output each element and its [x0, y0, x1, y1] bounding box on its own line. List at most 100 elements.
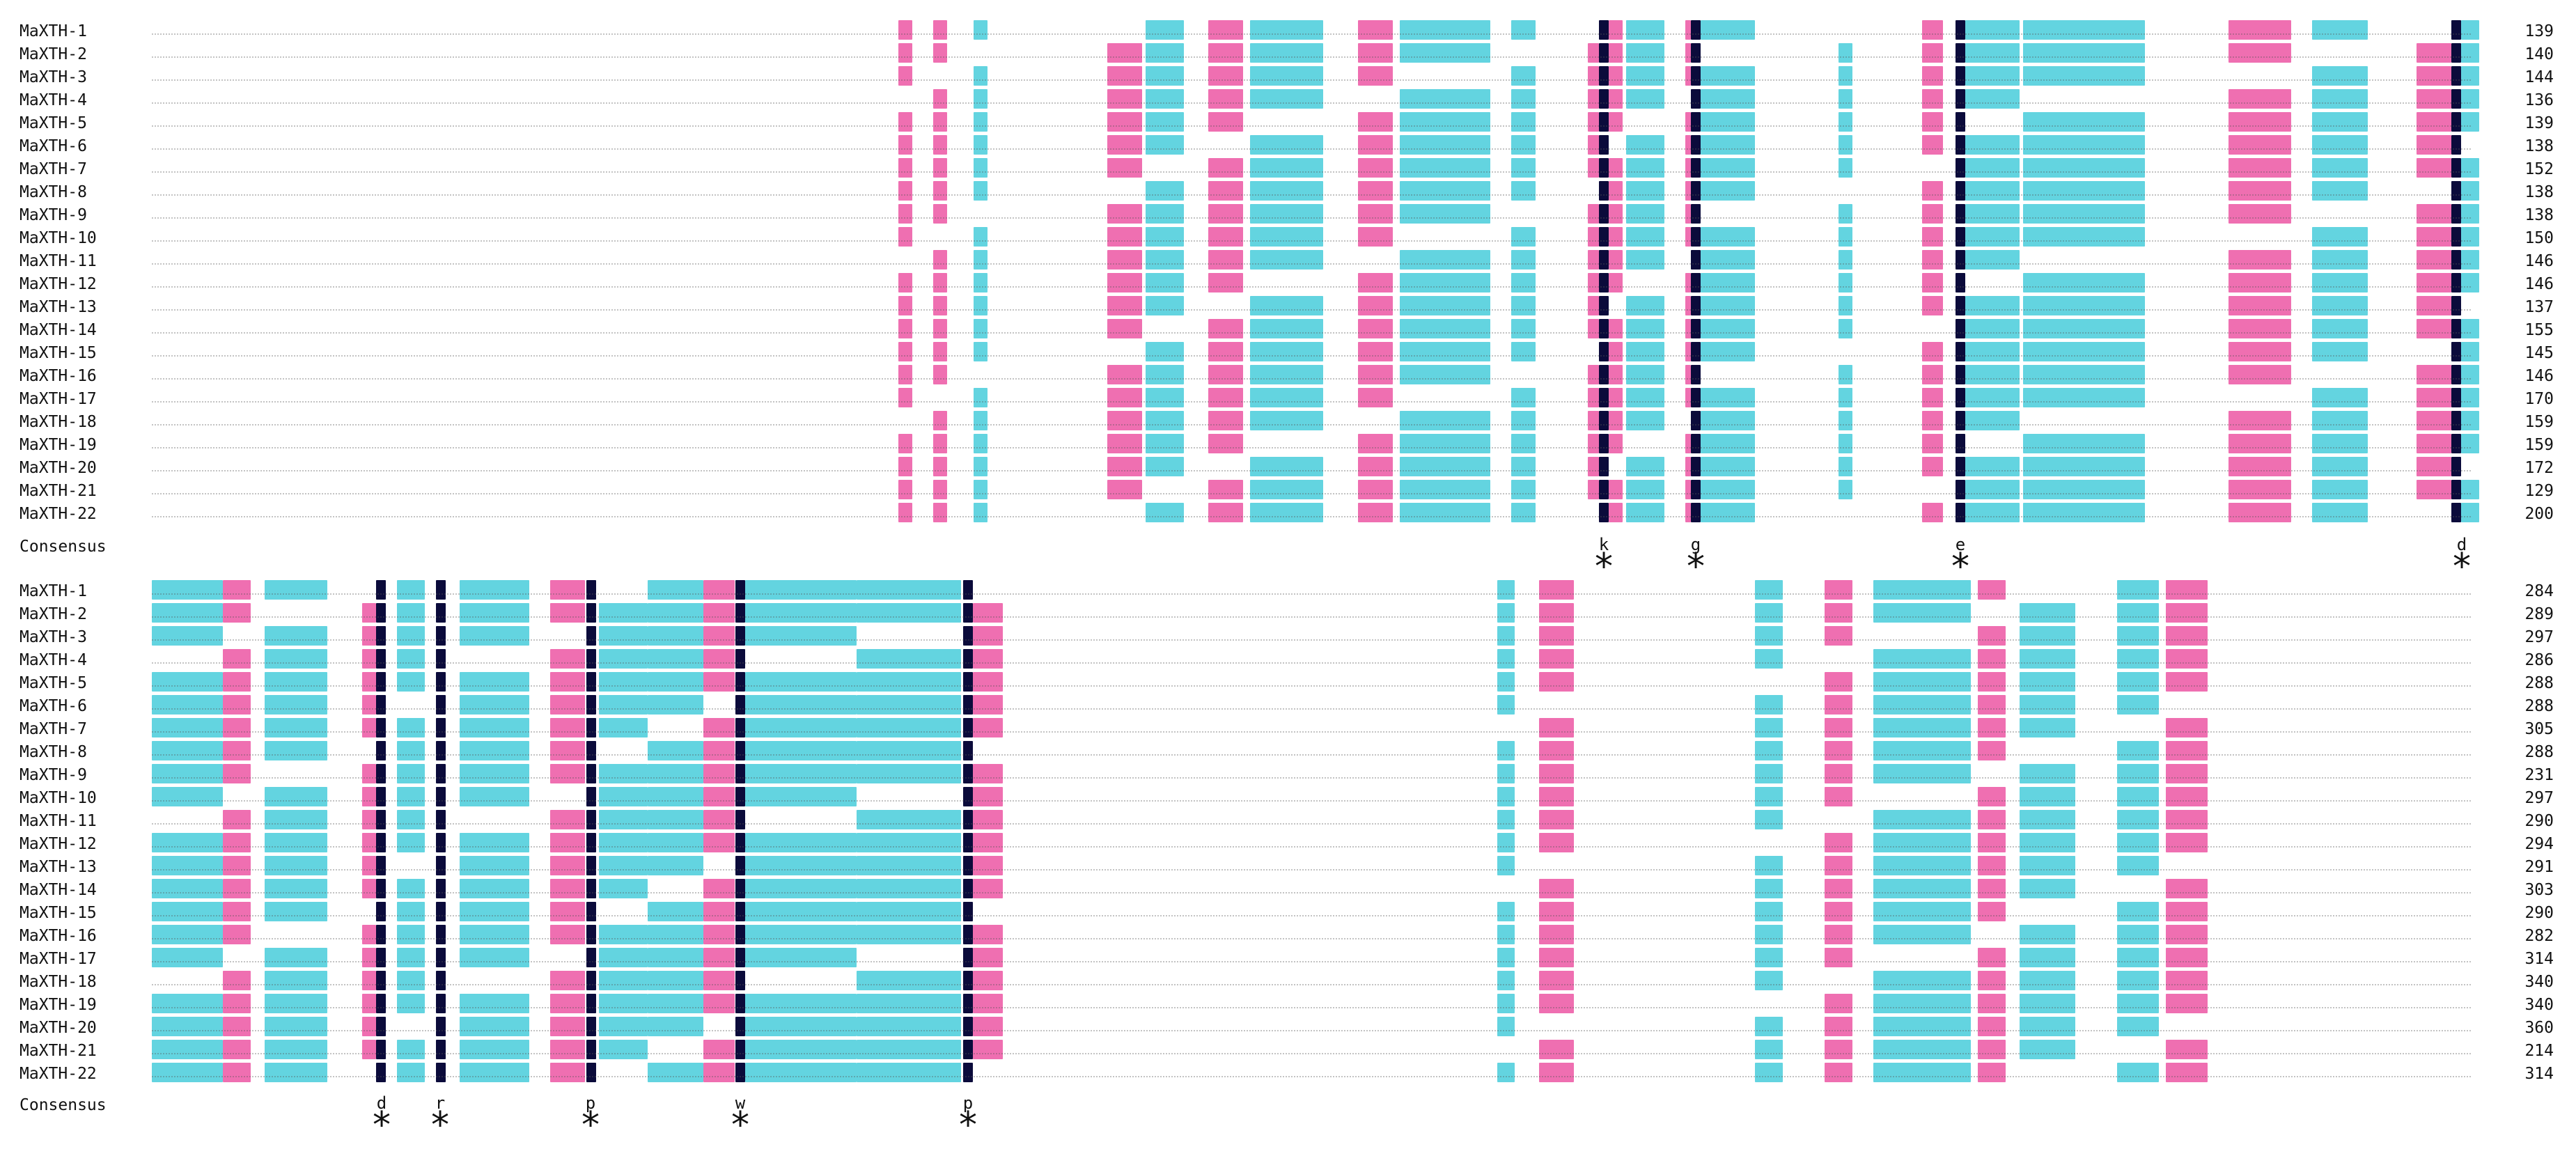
conservation-shade [152, 994, 223, 1013]
sequence-name: MaXTH-4 [19, 91, 87, 109]
conservation-shade [1755, 741, 1783, 760]
sequence-row: MaXTH-1 139 [0, 19, 2576, 40]
sequence-track [152, 1076, 2471, 1077]
conservation-shade [857, 856, 961, 875]
sequence-row: MaXTH-6 138 [0, 134, 2576, 155]
consensus-mark: p * [957, 1093, 979, 1146]
conservation-shade [1588, 296, 1599, 315]
conservation-shade [933, 342, 947, 361]
conservation-shade [703, 810, 735, 829]
conservation-shade [648, 902, 703, 921]
conservation-shade [1358, 434, 1393, 453]
conservation-shade [1922, 135, 1943, 155]
conservation-shade [2020, 695, 2075, 715]
conservation-shade [1685, 112, 1691, 132]
conservation-shade [376, 856, 386, 875]
conservation-shade [2228, 411, 2291, 430]
conservation-shade [1755, 787, 1783, 806]
conservation-shade [1691, 43, 1701, 63]
conservation-shade [1839, 434, 1852, 453]
conservation-shade [265, 902, 327, 921]
conservation-shade [2461, 319, 2479, 338]
conservation-shade [1956, 204, 1965, 224]
conservation-shade [1978, 672, 2006, 692]
conservation-shade [599, 856, 648, 875]
conservation-shade [1685, 158, 1691, 178]
conservation-shade [2417, 43, 2451, 63]
conservation-shade [973, 695, 1003, 715]
conservation-shade [1922, 227, 1943, 247]
residue-count: 340 [2524, 973, 2554, 991]
conservation-shade [2117, 672, 2159, 692]
conservation-shade [2117, 695, 2159, 715]
conservation-shade [2312, 296, 2368, 315]
conservation-shade [550, 718, 585, 737]
conservation-shade [1839, 204, 1852, 224]
conservation-shade [2451, 273, 2461, 292]
conservation-shade [265, 718, 327, 737]
conservation-shade [1922, 43, 1943, 63]
conservation-shade [1400, 135, 1490, 155]
conservation-shade [898, 181, 912, 201]
conservation-shade [1691, 112, 1701, 132]
conservation-shade [376, 764, 386, 783]
conservation-shade [898, 296, 912, 315]
conservation-shade [898, 480, 912, 499]
conservation-shade [2461, 204, 2479, 224]
conservation-shade [2461, 112, 2479, 132]
conservation-shade [703, 741, 735, 760]
conservation-shade [1146, 273, 1184, 292]
conservation-shade [436, 649, 446, 669]
sequence-row: MaXTH-21 214 [0, 1039, 2576, 1060]
conservation-shade [1146, 135, 1184, 155]
conservation-shade [1497, 948, 1515, 967]
conservation-shade [1978, 856, 2006, 875]
conservation-shade [362, 787, 376, 806]
conservation-shade [376, 626, 386, 646]
conservation-shade [1539, 1063, 1574, 1082]
sequence-track [152, 754, 2471, 756]
conservation-shade [436, 879, 446, 898]
conservation-shade [1358, 20, 1393, 40]
conservation-shade [1978, 902, 2006, 921]
conservation-shade [1691, 273, 1701, 292]
conservation-shade [436, 902, 446, 921]
conservation-shade [376, 925, 386, 944]
conservation-shade [1956, 227, 1965, 247]
conservation-shade [1965, 388, 2020, 407]
residue-count: 145 [2524, 344, 2554, 362]
conservation-shade [2451, 365, 2461, 384]
conservation-shade [974, 227, 988, 247]
sequence-row: MaXTH-17 170 [0, 387, 2576, 408]
conservation-shade [265, 741, 327, 760]
conservation-shade [1825, 787, 1852, 806]
conservation-shade [362, 994, 376, 1013]
conservation-shade [265, 856, 327, 875]
conservation-shade [1626, 227, 1664, 247]
conservation-shade [974, 89, 988, 109]
conservation-shade [1825, 1017, 1852, 1036]
conservation-shade [2023, 43, 2145, 63]
conservation-shade [2117, 810, 2159, 829]
conservation-shade [436, 672, 446, 692]
conservation-shade [362, 626, 376, 646]
conservation-shade [1755, 695, 1783, 715]
conservation-shade [376, 718, 386, 737]
sequence-row: MaXTH-4 136 [0, 88, 2576, 109]
conservation-shade [1250, 204, 1323, 224]
conservation-shade [933, 181, 947, 201]
sequence-track [152, 378, 2471, 380]
conservation-shade [1208, 503, 1243, 522]
conservation-shade [1609, 388, 1623, 407]
conservation-shade [933, 135, 947, 155]
conservation-shade [2312, 503, 2368, 522]
conservation-shade [1599, 112, 1609, 132]
sequence-name: MaXTH-1 [19, 582, 87, 600]
conservation-shade [857, 833, 961, 852]
conservation-shade [1400, 158, 1490, 178]
conservation-shade [2023, 365, 2145, 384]
conservation-shade [265, 879, 327, 898]
conservation-shade [1511, 457, 1536, 476]
conservation-shade [1873, 994, 1971, 1013]
conservation-shade [1956, 135, 1965, 155]
